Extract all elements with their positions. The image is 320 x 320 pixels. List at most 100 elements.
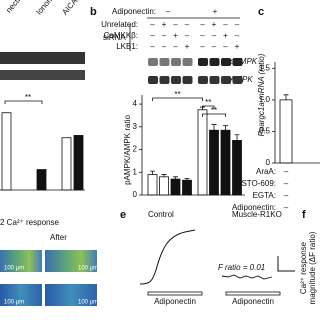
blot-band (198, 76, 208, 84)
bar (279, 99, 293, 164)
row-mark: – (150, 20, 155, 29)
bar (182, 179, 192, 196)
significance: ** (205, 98, 211, 107)
bar (1, 112, 12, 191)
row-label: CaMKKβ: (104, 31, 138, 40)
blot-band (171, 58, 181, 66)
bar (61, 137, 72, 191)
trace (139, 229, 196, 285)
scale-label: 100 μm (78, 266, 98, 272)
error-bar (184, 178, 190, 181)
row-mark: – (235, 31, 240, 40)
y-tick-label: 4 (133, 99, 138, 108)
bar (147, 174, 158, 196)
row-label: STO-609: (241, 179, 276, 188)
row-mark: + (223, 31, 228, 40)
header: AICAR (60, 0, 83, 17)
stimulus-bar (147, 291, 203, 296)
row-mark: – (284, 191, 289, 200)
y-tick-label: 2 (133, 145, 138, 154)
panel-letter: b (90, 6, 97, 18)
scale-label: 100 μm (4, 300, 24, 306)
bracket (152, 97, 203, 101)
axis-label: pAMPK/AMPK ratio (123, 115, 132, 185)
error-bar (211, 124, 217, 131)
row-mark: + (212, 20, 217, 29)
row-mark: + (173, 31, 178, 40)
label: Adiponectin: (112, 7, 156, 16)
axis-label: magnitude (ΔF ratio) (308, 231, 317, 304)
blot-band (159, 58, 170, 66)
y-tick-label: 0 (133, 190, 138, 199)
blot-band (148, 58, 158, 66)
blot-band (209, 58, 220, 66)
blot-band (182, 76, 193, 84)
blot-band (171, 76, 181, 84)
row-mark: – (200, 20, 205, 29)
significance: ** (174, 90, 180, 99)
panel-letter: e (120, 209, 126, 221)
scale-label: 100 μm (4, 266, 24, 272)
panel-letter: f (302, 209, 306, 221)
y-tick-label: 1.0 (259, 95, 271, 104)
row-mark: – (223, 20, 228, 29)
row-mark: – (150, 42, 155, 51)
label: Control (148, 210, 174, 219)
blot-band (209, 76, 220, 84)
bar (197, 109, 208, 196)
error-bar (234, 134, 240, 141)
blot-band (159, 76, 170, 84)
row-mark: – (150, 31, 155, 40)
bar (209, 129, 219, 196)
row-mark: – (200, 31, 205, 40)
label: Muscle-R1KO (232, 210, 282, 219)
row-mark: – (162, 31, 167, 40)
row-mark: – (212, 31, 217, 40)
scale-label: 100 μm (78, 300, 98, 306)
header: Ionomycin (34, 0, 64, 17)
axis-label: Ppargc1a mRNA (ratio) (257, 53, 266, 136)
blot (0, 70, 85, 80)
row-mark: – (185, 31, 190, 40)
significance: ** (211, 106, 217, 115)
stimulus-bar (225, 291, 281, 296)
micrograph (45, 250, 97, 272)
row-mark: – (212, 42, 217, 51)
label: – (166, 7, 171, 16)
bar (73, 135, 84, 191)
error-bar (173, 176, 178, 180)
bracket (4, 100, 43, 104)
label: Adiponectin (154, 297, 196, 306)
row-mark: – (284, 167, 289, 176)
row-mark: – (185, 20, 190, 29)
trace (221, 274, 273, 280)
blot-band (221, 58, 231, 66)
error-bar (161, 174, 167, 177)
row-mark: – (284, 179, 289, 188)
y-tick-label: 1.5 (259, 63, 271, 72)
row-mark: – (223, 42, 228, 51)
header: nectin (4, 0, 25, 15)
row-label: Adiponectin: (232, 203, 276, 212)
row-mark: – (173, 42, 178, 51)
row-mark: + (162, 20, 167, 29)
blot-label: pAMPK (229, 57, 258, 66)
row-label: LKB1: (116, 42, 138, 51)
row-mark: – (284, 203, 289, 212)
row-label: EGTA: (253, 191, 276, 200)
blot-band (232, 58, 243, 66)
blot-band (182, 58, 193, 66)
scale-bar (277, 256, 295, 272)
scale-label: F ratio = 0.01 (218, 263, 265, 272)
panel-letter: c (258, 6, 264, 18)
label: siRNA (103, 33, 126, 42)
y-tick-label: 1 (133, 167, 138, 176)
micrograph (45, 284, 97, 306)
row-mark: + (235, 42, 240, 51)
micrograph (0, 250, 42, 272)
row-label: Unrelated: (101, 20, 138, 29)
error-bar (283, 94, 289, 100)
y-tick-label: 0.5 (259, 127, 271, 136)
